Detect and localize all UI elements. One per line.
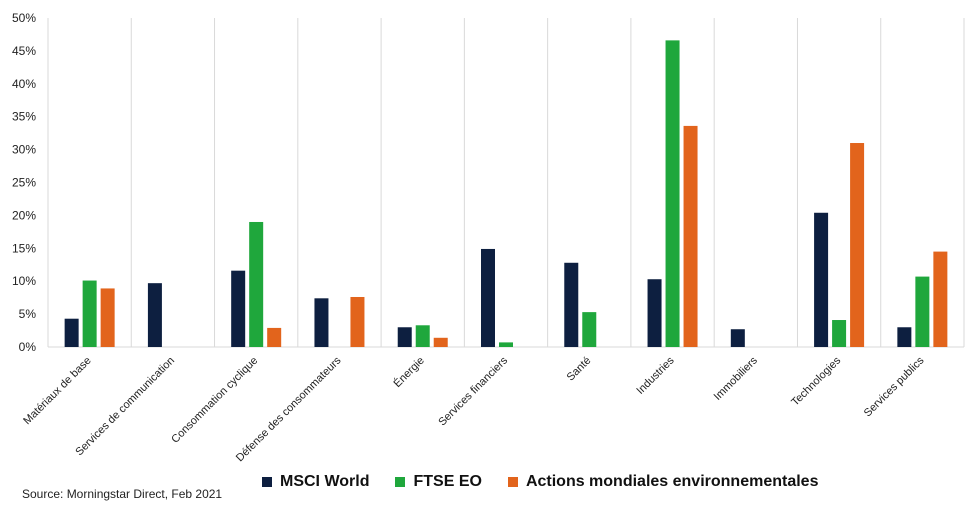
- legend-item-actions-env: Actions mondiales environnementales: [507, 473, 819, 491]
- legend-item-ftse-eo: FTSE EO: [395, 473, 482, 491]
- bar-msci-world: [564, 262, 579, 347]
- category-label: Industries: [634, 354, 677, 397]
- bar-ftse-eo: [499, 342, 513, 347]
- bar-chart: 0% 5% 10% 15% 20% 25% 30% 35% 40% 45% 50% Matériaux…: [12, 11, 965, 464]
- legend-label-msci-world: MSCI World: [280, 473, 370, 490]
- bar-actions-mondiales-environnementales: [100, 288, 115, 347]
- bar-msci-world: [314, 298, 329, 347]
- bar-msci-world: [64, 318, 79, 347]
- bar-actions-mondiales-environnementales: [933, 251, 948, 347]
- y-tick-label: 30%: [12, 143, 36, 157]
- category-label: Immobiliers: [712, 354, 761, 403]
- bar-ftse-eo: [415, 325, 430, 347]
- y-tick-label: 15%: [12, 241, 36, 255]
- source-note: Source: Morningstar Direct, Feb 2021: [22, 487, 223, 501]
- legend-swatch-ftse-eo: [395, 477, 406, 487]
- bar-msci-world: [647, 279, 662, 347]
- bar-ftse-eo: [582, 312, 597, 347]
- bar-actions-mondiales-environnementales: [267, 327, 282, 347]
- bar-ftse-eo: [82, 280, 97, 347]
- bar-actions-mondiales-environnementales: [850, 143, 865, 347]
- legend-swatch-actions-env: [507, 477, 518, 487]
- category-label: Technologies: [789, 354, 843, 408]
- y-tick-label: 10%: [12, 274, 36, 288]
- legend-label-ftse-eo: FTSE EO: [413, 473, 482, 490]
- y-tick-label: 5%: [19, 307, 37, 321]
- bar-msci-world: [814, 212, 829, 347]
- bar-msci-world: [397, 327, 412, 347]
- bar-msci-world: [481, 248, 495, 347]
- bar-msci-world: [897, 327, 912, 347]
- legend: MSCI World FTSE EO Actions mondiales env…: [262, 473, 844, 491]
- category-label: Consommation cyclique: [169, 355, 260, 446]
- y-tick-label: 20%: [12, 208, 36, 222]
- y-tick-label: 45%: [12, 44, 36, 58]
- category-label: Services financiers: [436, 354, 510, 428]
- category-label: Matériaux de base: [21, 355, 93, 427]
- category-label: Énergie: [391, 354, 427, 390]
- bar-actions-mondiales-environnementales: [433, 337, 448, 347]
- bar-msci-world: [147, 283, 162, 347]
- category-label: Services de communication: [73, 355, 177, 459]
- legend-swatch-msci-world: [262, 477, 272, 487]
- y-tick-label: 0%: [19, 340, 37, 354]
- legend-item-msci-world: MSCI World: [262, 473, 369, 491]
- y-tick-label: 40%: [12, 77, 36, 91]
- bar-ftse-eo: [915, 276, 930, 347]
- category-label: Santé: [565, 355, 594, 384]
- y-tick-label: 50%: [12, 11, 36, 25]
- bar-actions-mondiales-environnementales: [683, 125, 698, 347]
- legend-label-actions-env: Actions mondiales environnementales: [525, 473, 819, 490]
- y-tick-label: 25%: [12, 176, 36, 190]
- bar-ftse-eo: [832, 320, 847, 347]
- bar-msci-world: [231, 270, 246, 347]
- category-label: Services publics: [862, 354, 927, 419]
- bar-actions-mondiales-environnementales: [350, 296, 365, 347]
- bar-msci-world: [730, 329, 745, 347]
- y-tick-label: 35%: [12, 110, 36, 124]
- bar-ftse-eo: [665, 40, 680, 347]
- bar-ftse-eo: [249, 221, 264, 347]
